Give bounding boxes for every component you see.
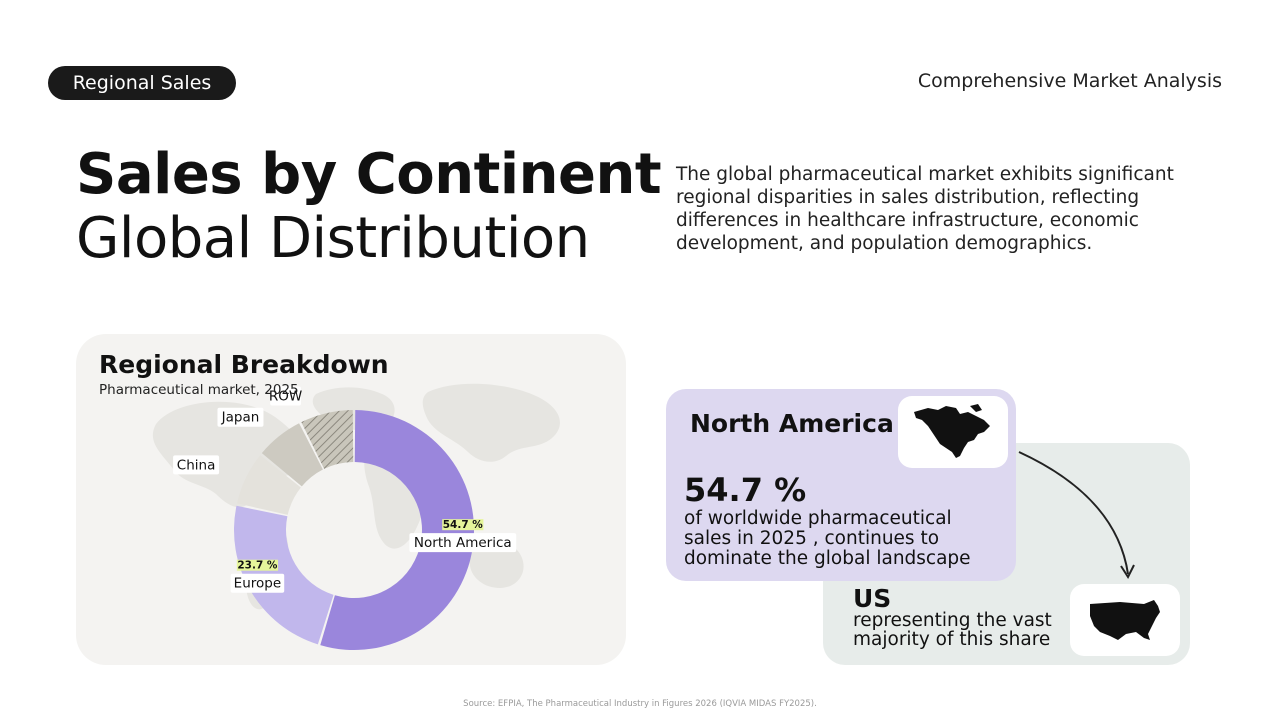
donut-category-label: North America [414,535,512,551]
usa-map-icon [1070,584,1180,656]
value-label-highlight [236,559,279,571]
donut-category-label: China [177,457,216,473]
value-label-highlight [442,519,484,531]
north-america-title: North America [690,409,894,438]
page-subtitle: Global Distribution [76,206,590,271]
page-title: Sales by Continent [76,142,662,207]
donut-value-label: 23.7 % [237,560,278,572]
us-title: US [853,584,892,613]
north-america-card: North America 54.7 % of worldwide pharma… [666,389,1016,581]
donut-slice-north-america [320,410,474,650]
header-subtitle: Comprehensive Market Analysis [917,70,1222,92]
donut-value-label: 54.7 % [443,519,484,531]
donut-slice-japan [261,423,323,487]
section-tag: Regional Sales [48,66,236,100]
north-america-description: of worldwide pharmaceutical sales in 202… [684,508,971,569]
page-subtitle-text: Global Distribution [76,206,590,271]
donut-category-label: Europe [234,576,281,592]
us-description: representing the vast majority of this s… [853,610,1052,650]
north-america-share: 54.7 % [684,471,806,509]
category-label-box [409,533,517,553]
category-label-box [270,386,301,406]
regional-breakdown-card: 54.7 % North America 23.7 % Europe China Japa… [76,334,626,665]
category-label-box [230,573,285,593]
donut-slices [234,410,474,650]
category-label-box [173,455,220,475]
donut-labels: 54.7 % North America 23.7 % Europe China Japa… [173,386,517,593]
donut-slice-row [301,410,354,469]
donut-category-label: Japan [221,410,260,426]
breakdown-subtitle: Pharmaceutical market, 2025 [99,382,299,398]
source-note: Source: EFPIA, The Pharmaceutical Indust… [463,699,817,709]
donut-category-label: ROW [269,389,302,405]
north-america-map-icon [898,396,1008,468]
donut-slice-china [237,455,301,515]
breakdown-title: Regional Breakdown [99,350,389,379]
intro-paragraph: The global pharmaceutical market exhibit… [676,164,1174,254]
donut-chart: 54.7 % North America 23.7 % Europe China Japa… [152,383,560,650]
category-label-box [217,407,264,427]
north-america-share-value: 54.7 % [684,471,807,509]
